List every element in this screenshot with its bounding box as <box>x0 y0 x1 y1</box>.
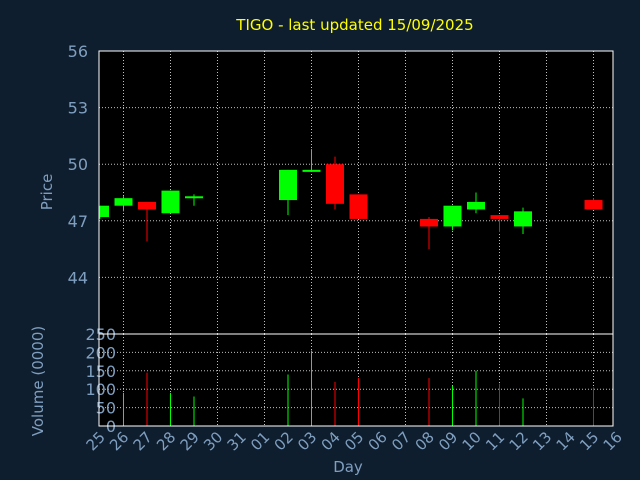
candle-02 <box>279 169 297 216</box>
volume-bar-series <box>123 350 594 426</box>
candle-05 <box>349 194 368 219</box>
candle-09 <box>443 205 462 231</box>
candle-body <box>420 218 438 227</box>
candle-10 <box>467 192 485 214</box>
price-tick-label: 50 <box>68 155 88 174</box>
candle-25 <box>99 205 109 219</box>
plot-border <box>98 50 614 427</box>
candle-27 <box>138 201 156 242</box>
price-tick-label: 56 <box>68 42 88 61</box>
x-tick-labels: 2526272829303101020304050607080910111213… <box>83 428 626 454</box>
candle-12 <box>514 207 532 235</box>
volume-panel <box>99 334 613 426</box>
candle-04 <box>326 156 344 210</box>
candle-body <box>100 205 109 218</box>
price-tick-label: 44 <box>68 268 88 287</box>
candle-body <box>443 205 462 227</box>
candle-11 <box>490 215 509 233</box>
candle-body <box>584 200 603 210</box>
chart-title: TIGO - last updated 15/09/2025 <box>235 16 473 34</box>
price-y-ticks: 44 47 50 53 56 <box>68 42 88 287</box>
candle-08 <box>420 217 438 250</box>
price-tick-label: 47 <box>68 212 88 231</box>
candle-body <box>302 169 321 172</box>
price-tick-label: 53 <box>68 99 88 118</box>
price-axis-label: Price <box>38 174 56 211</box>
candlestick-series <box>99 149 603 250</box>
candle-29 <box>185 194 203 206</box>
candle-15 <box>584 198 603 210</box>
volume-tick-label: 50 <box>96 399 116 418</box>
candle-03 <box>302 149 321 172</box>
volume-tick-label: 100 <box>85 380 116 399</box>
volume-axis-label: Volume (0000) <box>29 326 47 436</box>
volume-tick-label: 200 <box>85 343 116 362</box>
candle-body <box>467 201 485 210</box>
x-axis-label: Day <box>333 458 363 476</box>
candle-body <box>279 169 297 201</box>
candle-body <box>490 215 509 219</box>
candle-body <box>114 198 133 206</box>
candle-body <box>161 190 180 214</box>
candle-body <box>185 196 203 199</box>
candle-26 <box>114 196 133 212</box>
candle-body <box>514 211 532 227</box>
candle-body <box>326 164 344 204</box>
candle-body <box>138 201 156 210</box>
price-panel <box>99 51 613 334</box>
candle-body <box>349 194 368 219</box>
candle-28 <box>161 190 180 214</box>
volume-tick-label: 150 <box>85 362 116 381</box>
